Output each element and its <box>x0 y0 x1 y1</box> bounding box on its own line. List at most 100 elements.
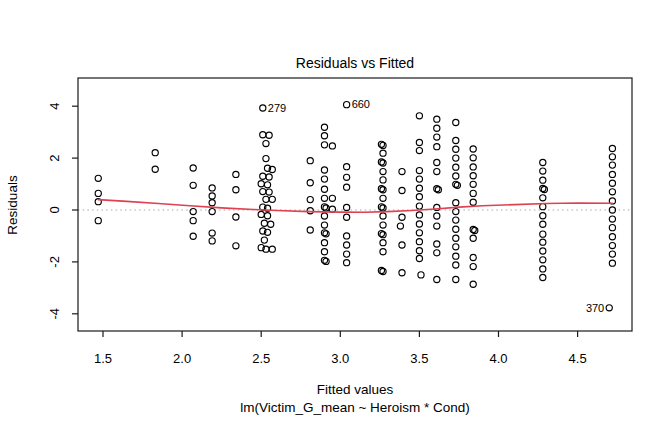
data-point <box>209 230 215 236</box>
y-tick-label: 4 <box>47 103 62 110</box>
chart-title: Residuals vs Fitted <box>296 55 414 71</box>
data-point <box>344 184 350 190</box>
data-point <box>416 221 422 227</box>
data-point <box>260 188 266 194</box>
plot-canvas: Residuals vs Fitted Fitted values lm(Vic… <box>0 0 672 432</box>
data-point <box>95 218 101 224</box>
data-point <box>307 197 313 203</box>
data-point <box>609 180 615 186</box>
data-point <box>380 177 386 183</box>
data-point <box>307 227 313 233</box>
x-tick-label: 2.0 <box>173 351 191 366</box>
x-axis-model-sublabel: lm(Victim_G_mean ~ Heroism * Cond) <box>240 400 470 415</box>
data-point <box>609 171 615 177</box>
data-point <box>416 203 422 209</box>
data-point <box>321 249 327 255</box>
data-point <box>416 176 422 182</box>
data-point <box>434 134 440 140</box>
data-point <box>453 137 459 143</box>
data-point <box>434 241 440 247</box>
data-point <box>264 213 270 219</box>
data-point <box>453 173 459 179</box>
data-point <box>434 125 440 131</box>
data-point <box>209 238 215 244</box>
y-axis-label: Residuals <box>5 175 20 235</box>
data-point <box>418 272 424 278</box>
data-point <box>609 216 615 222</box>
data-point <box>233 243 239 249</box>
data-point <box>329 195 335 201</box>
data-point <box>540 248 546 254</box>
y-tick-label: -4 <box>47 308 62 320</box>
data-point <box>453 217 459 223</box>
outlier-label: 370 <box>586 302 604 314</box>
data-point <box>263 196 269 202</box>
data-point <box>344 260 350 266</box>
data-point <box>453 200 459 206</box>
data-point <box>540 168 546 174</box>
data-point <box>321 213 327 219</box>
data-point <box>540 221 546 227</box>
data-point <box>470 254 476 260</box>
data-point <box>190 233 196 239</box>
data-point <box>434 159 440 165</box>
data-point <box>190 208 196 214</box>
data-point <box>380 240 386 246</box>
data-point <box>321 240 327 246</box>
data-point <box>321 176 327 182</box>
y-tick-label: -2 <box>47 256 62 268</box>
data-point <box>209 208 215 214</box>
data-point <box>453 226 459 232</box>
data-point <box>416 230 422 236</box>
data-point <box>329 143 335 149</box>
data-point <box>258 211 264 217</box>
data-point <box>344 174 350 180</box>
plot-area: 1.52.02.53.03.54.04.5-4-2024279660370 <box>47 78 632 366</box>
data-point <box>434 168 440 174</box>
data-point <box>453 146 459 152</box>
data-point <box>261 237 267 243</box>
data-point <box>266 174 272 180</box>
data-point <box>434 116 440 122</box>
y-tick-label: 2 <box>47 154 62 161</box>
data-point <box>380 249 386 255</box>
data-point <box>609 251 615 257</box>
data-point <box>609 145 615 151</box>
x-tick-label: 3.5 <box>410 351 428 366</box>
data-point <box>380 195 386 201</box>
data-point <box>453 235 459 241</box>
data-point <box>209 200 215 206</box>
data-point <box>269 246 275 252</box>
data-point <box>609 260 615 266</box>
data-point <box>470 146 476 152</box>
data-point <box>609 234 615 240</box>
data-point <box>434 250 440 256</box>
data-point <box>540 274 546 280</box>
data-point <box>470 164 476 170</box>
data-point <box>344 242 350 248</box>
data-point <box>416 255 422 261</box>
data-point <box>540 177 546 183</box>
data-point <box>321 186 327 192</box>
outlier-point <box>606 305 612 311</box>
plot-box <box>78 78 632 331</box>
data-point <box>416 248 422 254</box>
data-point <box>260 132 266 138</box>
data-point <box>453 262 459 268</box>
data-point <box>416 239 422 245</box>
data-point <box>321 142 327 148</box>
data-point <box>209 185 215 191</box>
data-point <box>307 180 313 186</box>
data-point <box>609 225 615 231</box>
data-point <box>380 222 386 228</box>
y-tick-label: 0 <box>47 206 62 213</box>
data-point <box>380 150 386 156</box>
data-point <box>540 213 546 219</box>
data-point <box>416 185 422 191</box>
x-tick-label: 4.5 <box>569 351 587 366</box>
data-point <box>609 242 615 248</box>
x-tick-label: 1.5 <box>94 351 112 366</box>
data-point <box>453 208 459 214</box>
data-point <box>434 276 440 282</box>
data-point <box>269 196 275 202</box>
